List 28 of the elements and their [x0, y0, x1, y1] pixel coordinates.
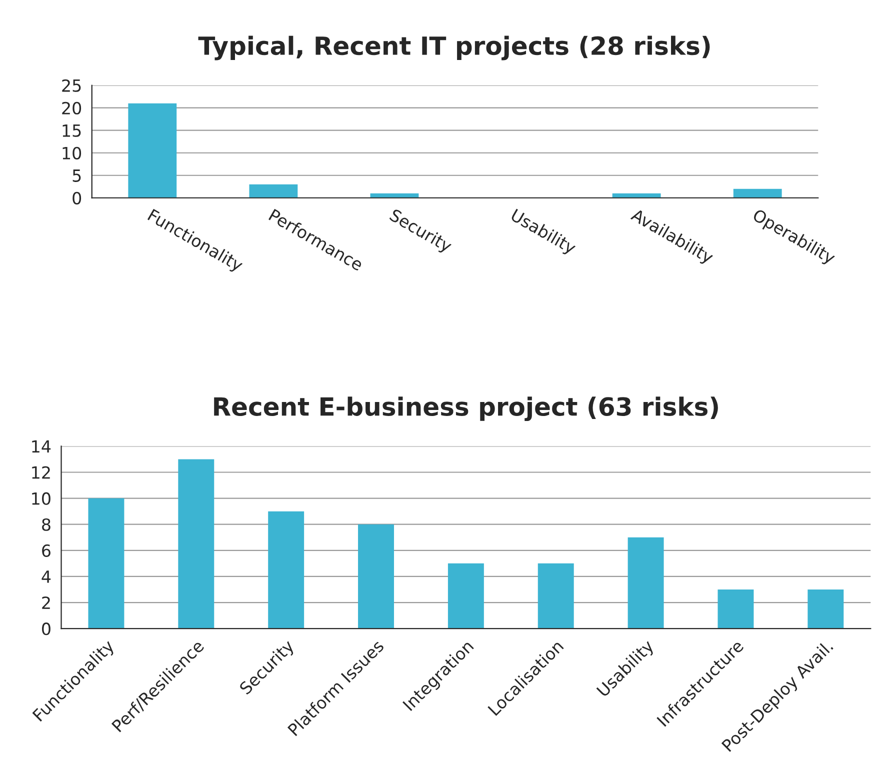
bar: [808, 589, 844, 629]
bar: [358, 524, 394, 629]
y-tick-label: 12: [32, 466, 50, 479]
bar: [249, 184, 298, 198]
bar: [178, 459, 214, 629]
y-tick-label: 6: [42, 544, 50, 557]
y-tick-label: 15: [62, 124, 81, 137]
bar: [733, 188, 782, 198]
y-tick-label: 8: [42, 518, 50, 531]
y-tick-label: 10: [62, 146, 82, 160]
bar: [448, 563, 484, 629]
y-tick-label: 4: [42, 570, 51, 583]
bar: [268, 511, 304, 629]
bar: [538, 563, 574, 629]
bar: [88, 498, 124, 629]
chart-title: Recent E-business project (63 risks): [214, 396, 718, 422]
bar: [718, 589, 754, 629]
chart-title: Typical, Recent IT projects (28 risks): [198, 36, 710, 60]
y-tick-label: 0: [72, 192, 82, 204]
bar: [628, 537, 664, 629]
y-tick-label: 14: [32, 440, 51, 453]
y-tick-label: 10: [32, 492, 50, 505]
y-tick-label: 20: [62, 102, 82, 114]
y-tick-label: 2: [42, 596, 50, 609]
bar: [128, 103, 177, 198]
y-tick-label: 0: [42, 622, 50, 636]
y-tick-label: 5: [72, 170, 81, 182]
y-tick-label: 25: [62, 79, 81, 92]
